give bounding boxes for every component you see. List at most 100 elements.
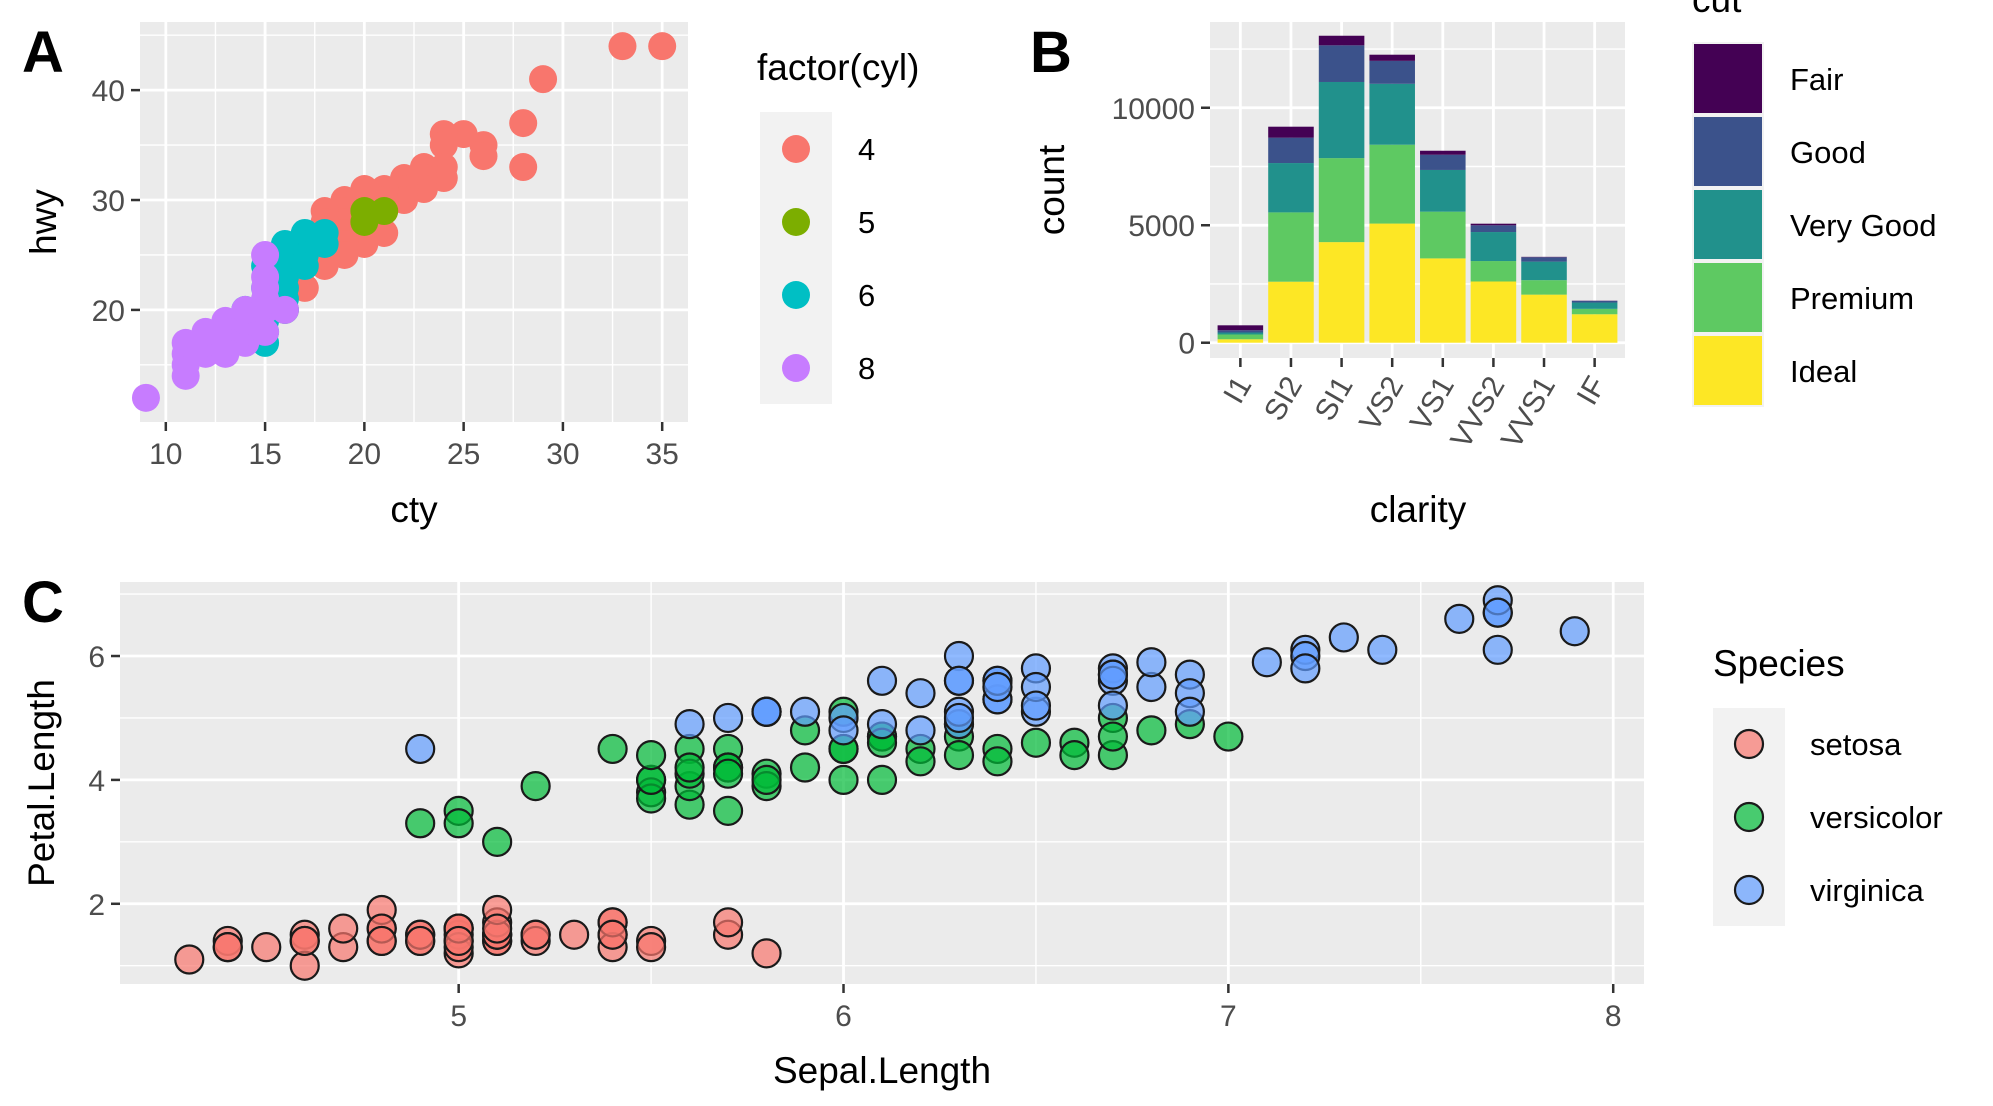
bar-segment-very-good xyxy=(1571,302,1618,309)
data-point-versicolor xyxy=(482,826,513,857)
legend-label-8: 8 xyxy=(858,351,875,386)
panel-c-y-axis-title: Petal.Length xyxy=(21,679,62,887)
bar-segment-fair xyxy=(1217,325,1264,331)
x-tick-label: 8 xyxy=(1605,1000,1622,1033)
data-point-8 xyxy=(131,383,160,412)
bar-segment-good xyxy=(1521,257,1567,262)
y-tick-label: 2 xyxy=(88,889,105,922)
bar-segment-good xyxy=(1268,137,1314,164)
legend-label-fair: Fair xyxy=(1790,62,1843,97)
x-tick-label: 20 xyxy=(348,438,381,471)
legend-label-very-good: Very Good xyxy=(1790,208,1936,243)
bar-segment-ideal xyxy=(1470,281,1517,343)
bar-segment-premium xyxy=(1420,211,1466,259)
data-point-virginica xyxy=(1290,653,1321,684)
data-point-virginica xyxy=(1444,603,1475,634)
bar-segment-very-good xyxy=(1268,163,1314,213)
data-point-versicolor xyxy=(597,733,628,765)
panel-c-axes: 5 6 7 8 2 4 6 xyxy=(88,641,1621,1033)
panel-c-x-axis-title: Sepal.Length xyxy=(773,1050,991,1091)
legend-label-5: 5 xyxy=(858,205,875,240)
x-tick-label: VVS1 xyxy=(1495,371,1562,454)
legend-key-8 xyxy=(782,354,810,382)
panel-b-legend: cut Fair Good Very Good Premium Ideal xyxy=(1692,0,1936,407)
panel-a-axes: 10 15 20 25 30 35 20 30 40 xyxy=(92,75,679,471)
data-point-setosa xyxy=(251,932,282,963)
bar-segment-ideal xyxy=(1318,242,1365,343)
data-point-setosa xyxy=(212,932,243,963)
y-tick-label: 10000 xyxy=(1112,93,1195,126)
legend-key-good xyxy=(1694,117,1762,186)
legend-label-virginica: virginica xyxy=(1810,873,1924,908)
data-point-versicolor xyxy=(712,758,744,789)
data-point-setosa xyxy=(443,925,474,957)
data-point-virginica xyxy=(943,665,975,696)
bar-segment-very-good xyxy=(1470,232,1517,262)
data-point-8 xyxy=(251,240,280,269)
bar-segment-ideal xyxy=(1571,314,1618,343)
data-point-virginica xyxy=(1174,696,1205,727)
panel-tag-b: B xyxy=(1030,20,1072,85)
data-point-virginica xyxy=(1020,690,1052,721)
bar-segment-fair xyxy=(1470,223,1517,226)
data-point-virginica xyxy=(1136,647,1167,678)
data-point-virginica xyxy=(866,665,898,696)
x-tick-label: 30 xyxy=(546,438,579,471)
y-tick-label: 6 xyxy=(88,641,105,674)
panel-c-legend: Species setosa versicolor virginica xyxy=(1713,643,1943,926)
data-point-virginica xyxy=(982,671,1013,703)
bar-segment-premium xyxy=(1318,158,1365,243)
bar-segment-ideal xyxy=(1369,223,1415,343)
legend-key-versicolor xyxy=(1733,801,1765,833)
bar-segment-premium xyxy=(1268,212,1314,282)
data-point-versicolor xyxy=(520,770,551,802)
data-point-4 xyxy=(509,109,538,138)
data-point-versicolor xyxy=(828,764,859,796)
panel-a-points xyxy=(131,32,677,412)
legend-label-4: 4 xyxy=(858,132,875,167)
data-point-virginica xyxy=(866,709,898,740)
data-point-4 xyxy=(509,153,538,182)
data-point-8 xyxy=(270,295,299,324)
legend-key-5 xyxy=(782,208,810,236)
data-point-versicolor xyxy=(789,752,821,783)
bar-segment-ideal xyxy=(1217,339,1264,343)
legend-key-very-good xyxy=(1694,190,1762,259)
legend-key-virginica xyxy=(1733,874,1765,906)
x-tick-label: 6 xyxy=(835,1000,852,1033)
data-point-setosa xyxy=(405,925,436,957)
data-point-4 xyxy=(529,65,558,94)
data-point-versicolor xyxy=(712,795,744,826)
data-point-versicolor xyxy=(905,746,936,777)
bar-segment-very-good xyxy=(1420,169,1466,212)
legend-label-ideal: Ideal xyxy=(1790,354,1857,389)
panel-a-legend: factor(cyl) 4 5 6 8 xyxy=(757,47,919,404)
panel-c-legend-keys: setosa versicolor virginica xyxy=(1733,727,1943,908)
data-point-virginica xyxy=(712,702,744,734)
bar-segment-ideal xyxy=(1521,294,1567,343)
data-point-virginica xyxy=(789,696,821,727)
bar-segment-fair xyxy=(1268,126,1314,138)
data-point-4 xyxy=(469,142,498,171)
data-point-virginica xyxy=(905,715,936,746)
panel-b-x-axis-title: clarity xyxy=(1370,489,1467,530)
panel-c-points xyxy=(174,585,1590,981)
legend-label-setosa: setosa xyxy=(1810,727,1902,762)
x-tick-label: 15 xyxy=(248,438,281,471)
bar-segment-very-good xyxy=(1369,83,1415,145)
legend-key-setosa xyxy=(1733,728,1765,760)
y-tick-label: 5000 xyxy=(1128,210,1195,243)
x-tick-label: I1 xyxy=(1217,371,1258,409)
bar-segment-very-good xyxy=(1318,81,1365,159)
legend-key-premium xyxy=(1694,263,1762,332)
data-point-setosa xyxy=(559,919,590,950)
data-point-virginica xyxy=(751,696,782,727)
data-point-setosa xyxy=(597,919,628,950)
bar-segment-fair xyxy=(1420,150,1466,155)
data-point-4 xyxy=(648,32,677,61)
panel-b-legend-title: cut xyxy=(1692,0,1742,20)
data-point-versicolor xyxy=(674,752,705,783)
data-point-virginica xyxy=(1251,647,1282,678)
data-point-virginica xyxy=(943,702,975,734)
data-point-6 xyxy=(290,251,319,280)
